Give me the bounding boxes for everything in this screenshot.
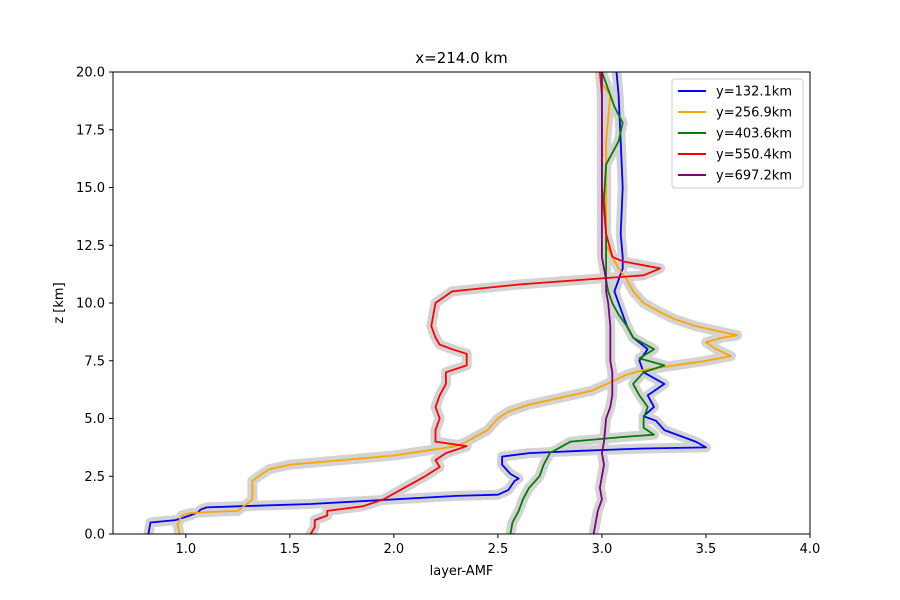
legend: y=132.1km y=256.9km y=403.6km y=550.4km y=69… xyxy=(671,78,804,189)
legend-label: y=132.1km xyxy=(716,85,792,100)
y-tick-label: 12.5 xyxy=(76,239,105,254)
y-tick-label: 5.0 xyxy=(84,412,105,427)
y-tick-label: 15.0 xyxy=(76,181,105,196)
series-line-4 xyxy=(309,72,662,534)
series-line-5 xyxy=(592,72,614,534)
legend-label: y=403.6km xyxy=(716,127,792,142)
legend-label: y=256.9km xyxy=(716,106,792,121)
y-axis-label: z [km] xyxy=(52,282,67,323)
y-tick-label: 0.0 xyxy=(84,528,105,543)
y-tick-label: 2.5 xyxy=(84,470,105,485)
x-tick-label: 1.0 xyxy=(175,542,196,557)
chart-title: x=214.0 km xyxy=(415,49,507,67)
x-tick-label: 2.0 xyxy=(384,542,405,557)
series-lines xyxy=(147,72,739,534)
x-axis-ticks: 1.0 1.5 2.0 2.5 3.0 3.5 4.0 xyxy=(175,534,820,557)
y-tick-label: 17.5 xyxy=(76,123,105,138)
series-line-3 xyxy=(509,72,666,534)
x-tick-label: 3.0 xyxy=(592,542,613,557)
y-axis-ticks: 0.0 2.5 5.0 7.5 10.0 12.5 15.0 17.5 20.0 xyxy=(76,66,113,543)
y-tick-label: 7.5 xyxy=(84,354,105,369)
x-tick-label: 1.5 xyxy=(280,542,301,557)
x-tick-label: 3.5 xyxy=(696,542,717,557)
series-line-2 xyxy=(176,72,739,534)
legend-label: y=550.4km xyxy=(716,148,792,163)
x-tick-label: 2.5 xyxy=(488,542,509,557)
x-axis-label: layer-AMF xyxy=(430,564,494,579)
legend-box xyxy=(671,78,804,189)
y-tick-label: 20.0 xyxy=(76,66,105,81)
series-line-1 xyxy=(147,72,707,534)
y-tick-label: 10.0 xyxy=(76,297,105,312)
legend-label: y=697.2km xyxy=(716,169,792,184)
x-tick-label: 4.0 xyxy=(800,542,821,557)
